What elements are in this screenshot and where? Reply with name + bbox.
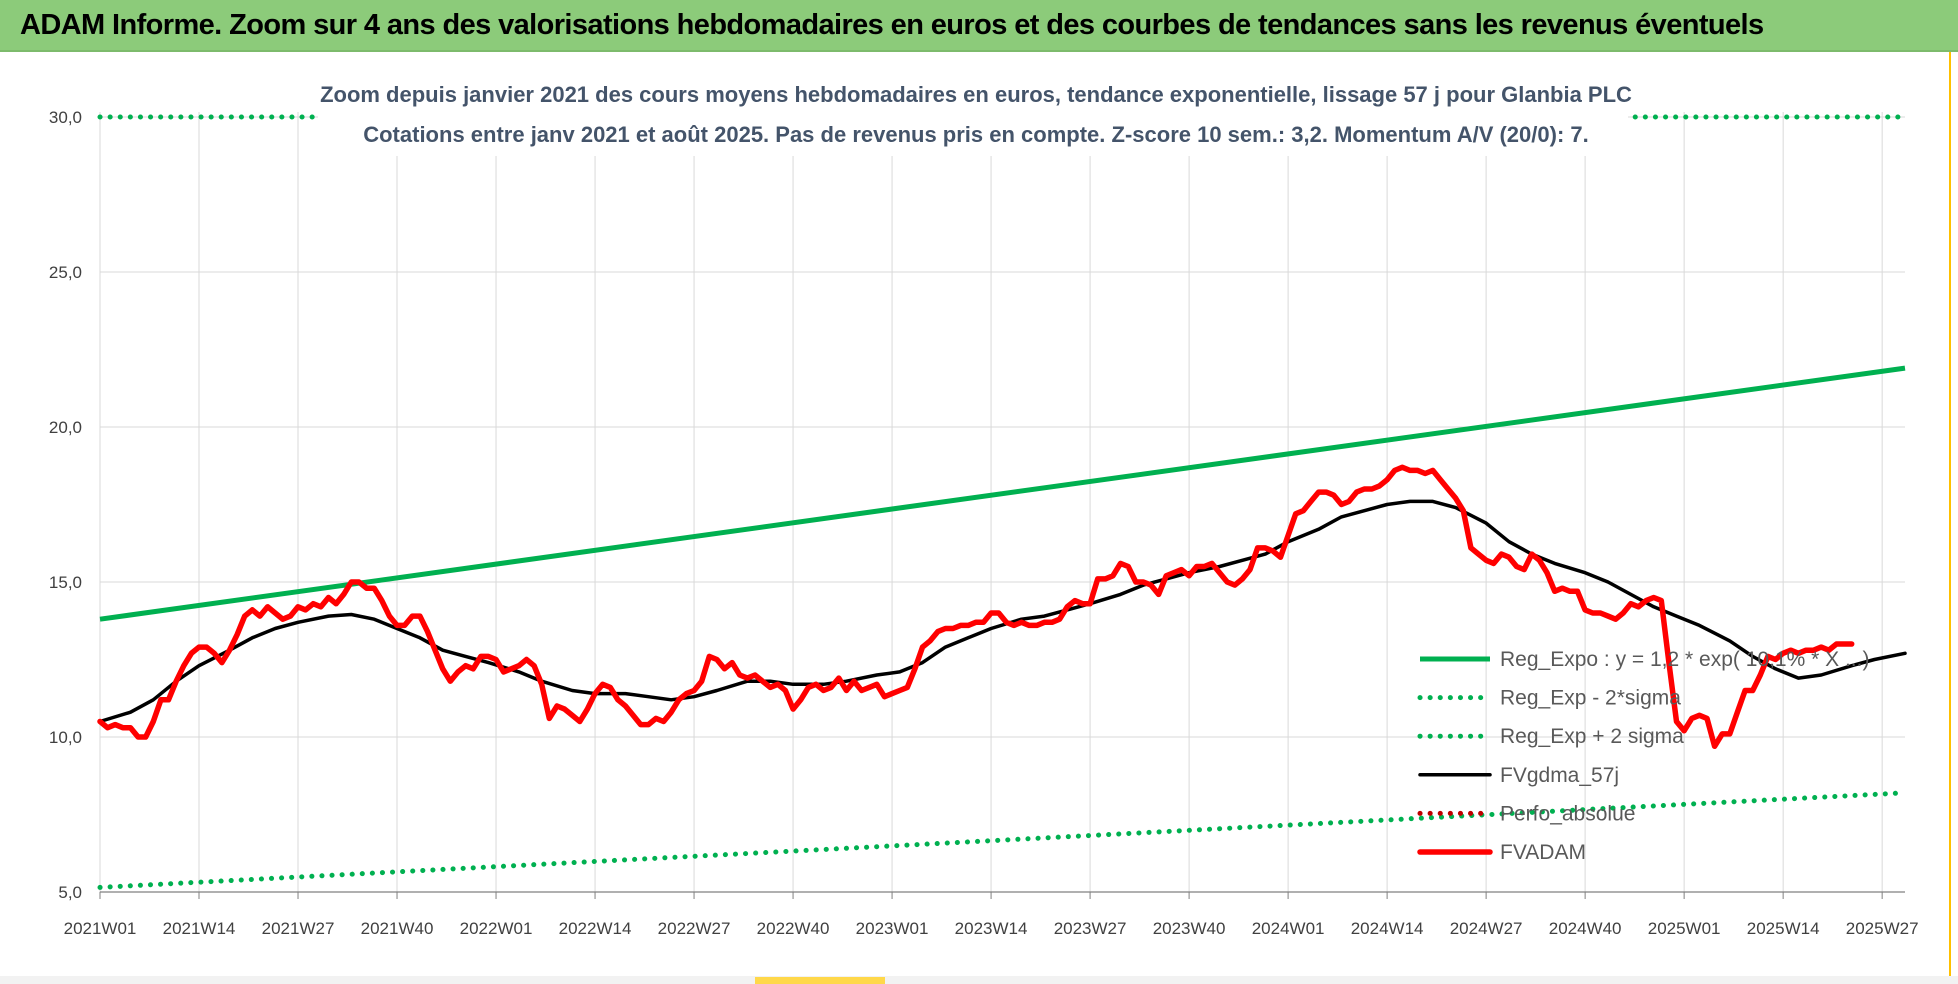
x-tick-label: 2023W14 (955, 919, 1028, 938)
title-background (318, 76, 1628, 156)
y-tick-label: 20,0 (49, 418, 82, 437)
legend-label: FVgdma_57j (1500, 764, 1619, 787)
x-tick-label: 2023W01 (856, 919, 929, 938)
y-tick-label: 25,0 (49, 263, 82, 282)
banner-title: ADAM Informe. Zoom sur 4 ans des valoris… (20, 9, 1764, 41)
legend-label: FVADAM (1500, 841, 1586, 864)
x-tick-label: 2024W01 (1252, 919, 1325, 938)
x-tick-label: 2024W27 (1450, 919, 1523, 938)
chart-subtitle: Cotations entre janv 2021 et août 2025. … (363, 122, 1589, 147)
legend-label: Reg_Expo : y = 1,2 * exp( 10,1% * X ...) (1500, 648, 1869, 671)
x-tick-label: 2021W27 (262, 919, 335, 938)
x-tick-label: 2021W40 (361, 919, 434, 938)
y-tick-label: 10,0 (49, 728, 82, 747)
y-tick-label: 5,0 (58, 883, 82, 902)
chart-title: Zoom depuis janvier 2021 des cours moyen… (320, 82, 1632, 107)
x-tick-label: 2022W01 (460, 919, 533, 938)
legend-label: Reg_Exp - 2*sigma (1500, 687, 1681, 710)
x-tick-label: 2024W40 (1549, 919, 1622, 938)
x-tick-label: 2022W27 (658, 919, 731, 938)
series-line-reg-expo-y-1-2-exp-10-1-x (99, 365, 1906, 622)
bottom-strip (0, 976, 1958, 984)
y-tick-label: 15,0 (49, 573, 82, 592)
x-tick-label: 2021W14 (163, 919, 236, 938)
x-tick-label: 2025W27 (1846, 919, 1919, 938)
x-tick-label: 2025W01 (1648, 919, 1721, 938)
chart-titles: Zoom depuis janvier 2021 des cours moyen… (318, 76, 1632, 156)
axes: 5,0 10,0 15,0 20,0 25,0 30,0 2021W01 2021W14 202… (49, 108, 1919, 938)
x-tick-label: 2022W14 (559, 919, 632, 938)
series-line-fvadam (97, 464, 1855, 750)
x-tick-label: 2023W40 (1153, 919, 1226, 938)
x-tick-label: 2021W01 (64, 919, 137, 938)
legend: Reg_Expo : y = 1,2 * exp( 10,1% * X ...)… (1417, 648, 1869, 864)
legend-label: Reg_Exp + 2 sigma (1500, 725, 1684, 748)
y-tick-label: 30,0 (49, 108, 82, 127)
bottom-marker (755, 977, 885, 984)
x-tick-label: 2022W40 (757, 919, 830, 938)
chart-background (0, 52, 1958, 976)
x-tick-label: 2024W14 (1351, 919, 1424, 938)
x-tick-label: 2025W14 (1747, 919, 1820, 938)
title-banner: ADAM Informe. Zoom sur 4 ans des valoris… (0, 0, 1958, 52)
series-line-reg-exp-2-sigma (97, 790, 1908, 890)
x-tick-label: 2023W27 (1054, 919, 1127, 938)
legend-label: Perfo_absolue (1500, 802, 1635, 825)
